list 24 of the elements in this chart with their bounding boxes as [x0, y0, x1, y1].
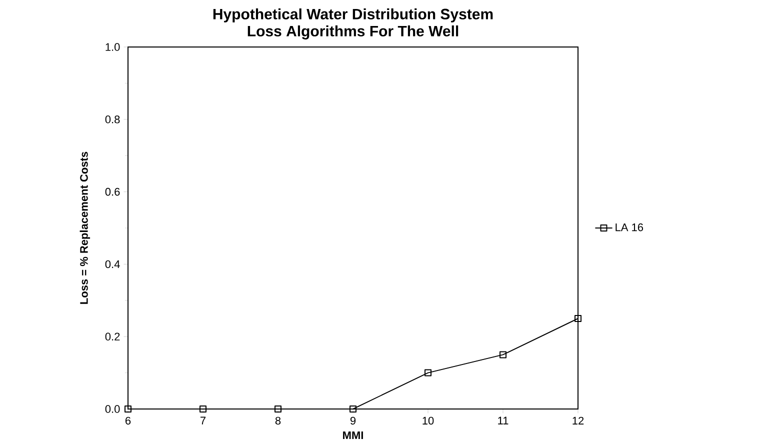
x-axis-title: MMI	[343, 431, 363, 440]
x-tick-label: 7	[200, 416, 206, 424]
x-tick-label: 6	[126, 416, 131, 425]
y-tick-label: 0.8	[105, 116, 120, 124]
legend-label: LA 16	[616, 223, 644, 232]
point	[574, 315, 582, 322]
y-tick-label: 0.4	[105, 260, 120, 268]
point	[274, 406, 282, 412]
point	[500, 351, 507, 358]
x-tick-label: 12	[572, 416, 584, 424]
chart-title: Hypothetical Water Distribution System Loss Algorithms For The Well	[213, 8, 493, 40]
x-tick-label: 10	[422, 416, 434, 425]
x-tick-label: 11	[498, 416, 508, 424]
point	[350, 406, 357, 412]
point	[424, 369, 432, 376]
x-tick-label: 9	[350, 416, 356, 425]
y-tick-label: 0.6	[105, 188, 120, 196]
point	[124, 406, 132, 412]
y-tick-label: 0.2	[105, 332, 120, 340]
x-tick-label: 8	[275, 416, 281, 425]
y-tick-label: 0.0	[105, 405, 120, 413]
y-tick-label: 1.0	[106, 43, 120, 51]
y-axis-title: Loss = % Replacement Costs	[80, 152, 90, 304]
point	[200, 406, 207, 412]
